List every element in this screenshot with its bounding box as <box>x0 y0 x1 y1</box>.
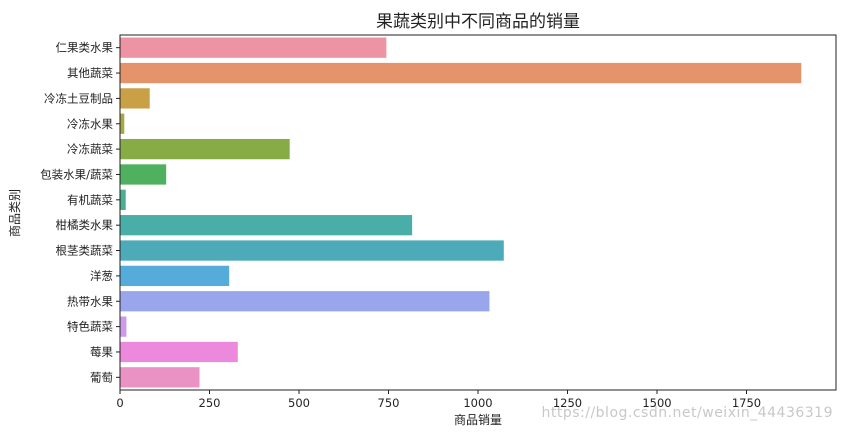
x-tick-label: 250 <box>199 396 221 410</box>
y-tick-label: 其他蔬菜 <box>67 66 113 80</box>
bar-3 <box>120 113 125 134</box>
bar-13 <box>120 367 200 388</box>
y-tick-label: 特色蔬菜 <box>67 320 113 334</box>
y-tick-label: 冷冻蔬菜 <box>67 142 113 156</box>
y-axis-ticks: 仁果类水果其他蔬菜冷冻土豆制品冷冻水果冷冻蔬菜包装水果/蔬菜有机蔬菜柑橘类水果根… <box>40 41 120 384</box>
plot-frame <box>119 34 837 391</box>
bar-4 <box>120 138 290 160</box>
watermark-text: https://blog.csdn.net/weixin_44436319 <box>541 405 833 421</box>
bar-7 <box>120 215 413 236</box>
y-tick-label: 热带水果 <box>67 294 113 308</box>
x-tick-label: 1000 <box>463 396 492 410</box>
x-tick-label: 500 <box>288 396 310 410</box>
bar-2 <box>120 88 150 109</box>
bar-0 <box>120 37 387 58</box>
x-tick-label: 750 <box>378 396 400 410</box>
bar-9 <box>120 265 230 287</box>
y-tick-label: 包装水果/蔬菜 <box>40 167 113 181</box>
y-tick-label: 根茎类蔬菜 <box>56 244 114 258</box>
x-tick-label: 0 <box>116 396 123 410</box>
y-tick-label: 冷冻水果 <box>67 117 113 131</box>
bar-11 <box>120 316 127 337</box>
bar-12 <box>120 341 238 363</box>
x-tick-label: 1500 <box>642 396 671 410</box>
y-tick-label: 冷冻土豆制品 <box>44 91 113 105</box>
chart-title: 果蔬类别中不同商品的销量 <box>376 12 580 32</box>
bar-8 <box>120 240 504 261</box>
y-tick-label: 莓果 <box>90 345 113 359</box>
y-tick-label: 葡萄 <box>90 370 113 384</box>
x-axis-ticks: 0 250 500 750 1000 1250 1500 1750 <box>116 390 761 410</box>
bar-5 <box>120 164 167 185</box>
x-tick-label: 1750 <box>732 396 761 410</box>
y-tick-label: 柑橘类水果 <box>56 218 114 232</box>
x-tick-label: 1250 <box>553 396 582 410</box>
y-tick-label: 洋葱 <box>90 269 113 283</box>
bar-1 <box>120 62 802 84</box>
bar-6 <box>120 189 126 210</box>
y-tick-label: 仁果类水果 <box>56 41 114 55</box>
bars-group <box>120 37 802 388</box>
x-axis-label: 商品销量 <box>454 412 502 427</box>
y-tick-label: 有机蔬菜 <box>67 193 113 207</box>
bar-10 <box>120 291 490 312</box>
y-axis-label: 商品类别 <box>7 189 22 237</box>
